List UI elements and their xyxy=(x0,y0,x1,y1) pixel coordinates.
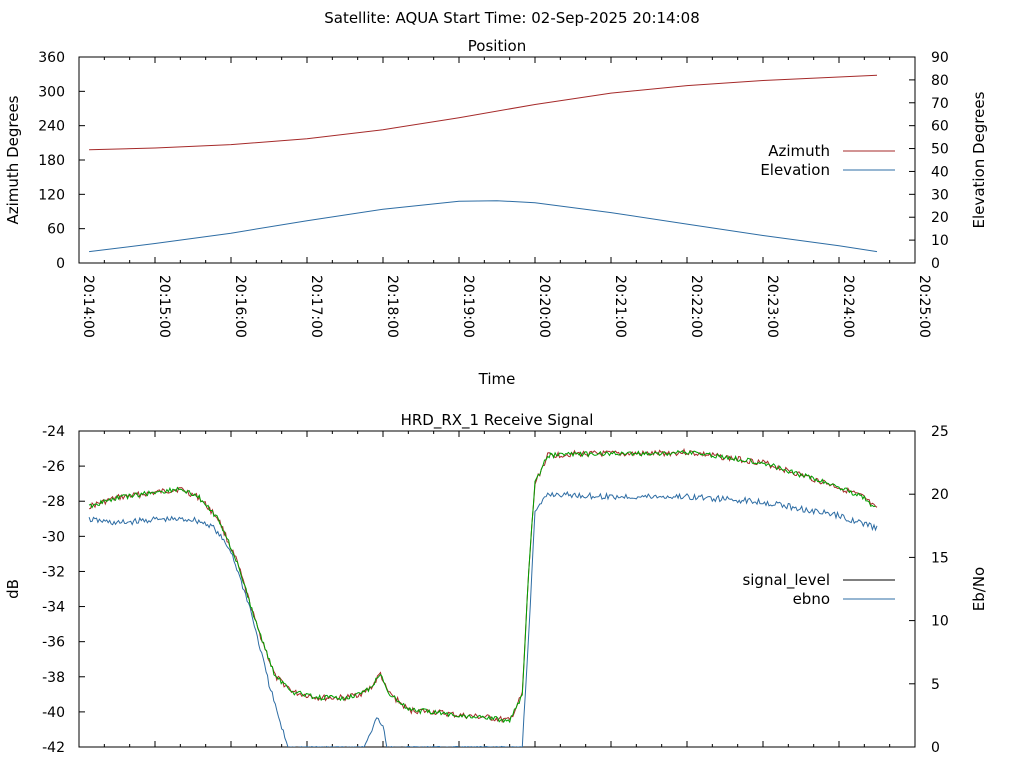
y-tick-label: 180 xyxy=(38,153,65,169)
y-tick-label: -26 xyxy=(42,459,65,475)
y-tick-label: 240 xyxy=(38,119,65,135)
y2-tick-label: 0 xyxy=(931,740,940,756)
y-tick-label: -36 xyxy=(42,635,65,651)
y-tick-label: -38 xyxy=(42,670,65,686)
panel-title: HRD_RX_1 Receive Signal xyxy=(401,411,594,430)
y2-tick-label: 10 xyxy=(931,233,949,249)
y-tick-label: -24 xyxy=(42,424,65,440)
x-tick-label: 20:20:00 xyxy=(536,275,552,338)
plot-frame xyxy=(78,430,916,748)
x-tick-label: 20:18:00 xyxy=(384,275,400,338)
y2-tick-label: 30 xyxy=(931,187,949,203)
x-tick-label: 20:21:00 xyxy=(612,275,628,338)
x-tick-label: 20:19:00 xyxy=(460,275,476,338)
y2-axis-label: Eb/No xyxy=(970,567,988,611)
y-axis-label: Azimuth Degrees xyxy=(4,95,22,224)
x-tick-label: 20:17:00 xyxy=(308,275,324,338)
x-tick-label: 20:25:00 xyxy=(916,275,932,338)
y-axis-label: dB xyxy=(4,579,22,599)
chart-main-title: Satellite: AQUA Start Time: 02-Sep-2025 … xyxy=(324,9,700,27)
receive-signal-panel: HRD_RX_1 Receive Signal -42 -40 -38 -36 -34 -3… xyxy=(4,411,988,756)
y2-tick-label: 20 xyxy=(931,210,949,226)
series-line-Elevation xyxy=(89,200,878,253)
y2-tick-label: 40 xyxy=(931,164,949,180)
series-line-Azimuth xyxy=(89,74,878,151)
y2-axis-label: Elevation Degrees xyxy=(970,91,988,228)
legend-label: signal_level xyxy=(742,571,830,590)
y2-tick-label: 90 xyxy=(931,50,949,66)
y-tick-label: -30 xyxy=(42,529,65,545)
y-tick-label: -28 xyxy=(42,494,65,510)
y2-tick-label: 70 xyxy=(931,96,949,112)
y-tick-label: -42 xyxy=(42,740,65,756)
y-tick-label: 360 xyxy=(38,50,65,66)
x-tick-label: 20:16:00 xyxy=(232,275,248,338)
y-tick-label: 60 xyxy=(47,222,65,238)
y2-tick-label: 15 xyxy=(931,550,949,566)
x-tick-label: 20:23:00 xyxy=(764,275,780,338)
y2-tick-label: 60 xyxy=(931,119,949,135)
legend-label: ebno xyxy=(793,590,830,608)
x-tick-label: 20:24:00 xyxy=(840,275,856,338)
x-tick-label: 20:14:00 xyxy=(80,275,96,338)
legend-label: Elevation xyxy=(760,161,830,179)
y-tick-label: 120 xyxy=(38,187,65,203)
y2-tick-label: 20 xyxy=(931,487,949,503)
plot-frame xyxy=(78,56,916,264)
x-tick-label: 20:15:00 xyxy=(156,275,172,338)
x-tick-label: 20:22:00 xyxy=(688,275,704,338)
y-tick-label: 0 xyxy=(56,256,65,272)
y2-tick-label: 0 xyxy=(931,256,940,272)
series-line-ebno xyxy=(88,490,878,747)
legend-label: Azimuth xyxy=(768,142,830,160)
y2-tick-label: 25 xyxy=(931,424,949,440)
x-axis-label: Time xyxy=(478,370,516,388)
y2-tick-label: 5 xyxy=(931,677,940,693)
y-tick-label: -34 xyxy=(42,600,65,616)
series-line-signal-trace xyxy=(88,449,876,724)
panel-title: Position xyxy=(468,37,526,55)
y-tick-label: -32 xyxy=(42,564,65,580)
y2-tick-label: 10 xyxy=(931,614,949,630)
position-panel: Position 0 60 120 180 240 300 360 0 10 20 30 40 50 60 7… xyxy=(4,37,988,388)
y2-tick-label: 50 xyxy=(931,142,949,158)
y2-tick-label: 80 xyxy=(931,73,949,89)
y-tick-label: 300 xyxy=(38,84,65,100)
y-tick-label: -40 xyxy=(42,705,65,721)
